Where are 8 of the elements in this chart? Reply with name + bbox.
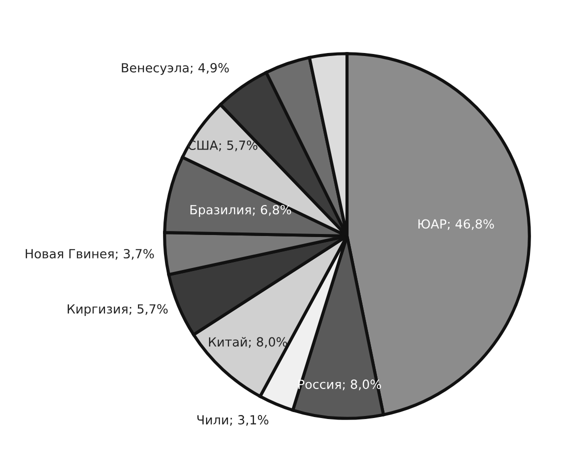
- slice-label: ЮАР; 46,8%: [418, 219, 494, 230]
- slice-label: Чили; 3,1%: [197, 415, 268, 426]
- slice-label: Киргизия; 5,7%: [68, 304, 168, 316]
- slice-label: Россия; 8,0%: [298, 380, 382, 390]
- slice-label: Венесуэла; 4,9%: [122, 63, 229, 75]
- slice-label: Китай; 8,0%: [209, 337, 288, 348]
- slice-label: Новая Гвинея; 3,7%: [26, 248, 154, 260]
- slice-label: Бразилия; 6,8%: [190, 204, 292, 217]
